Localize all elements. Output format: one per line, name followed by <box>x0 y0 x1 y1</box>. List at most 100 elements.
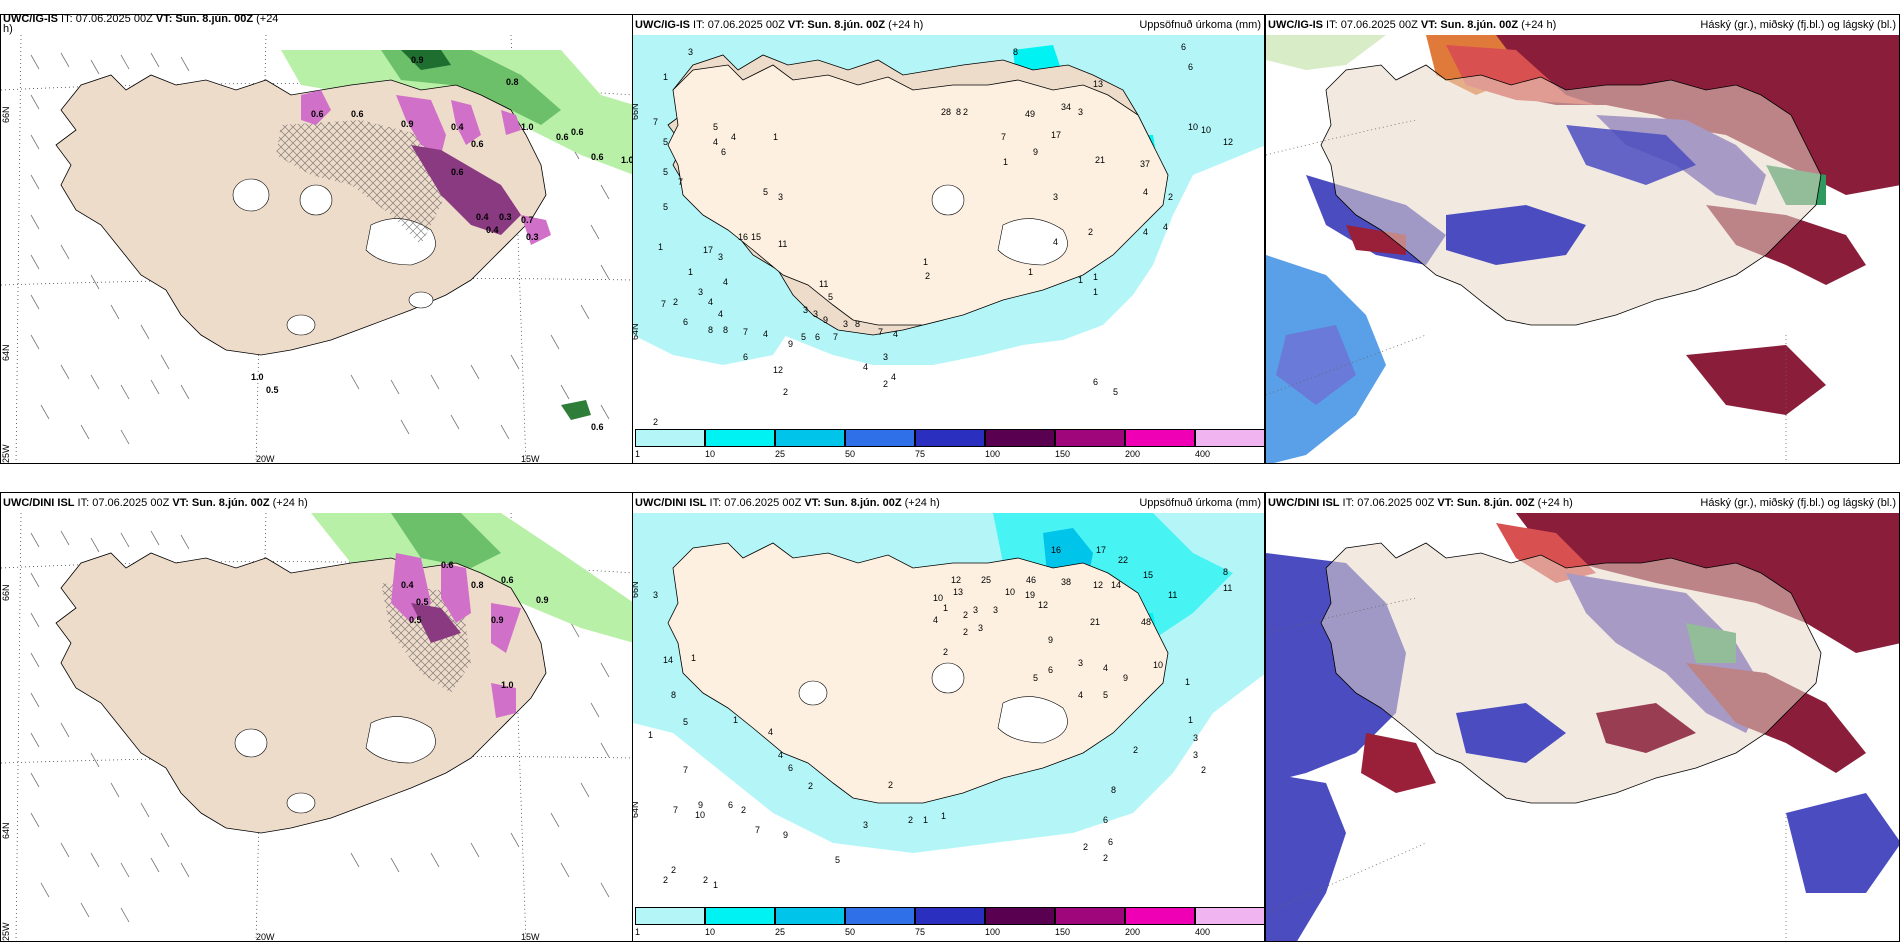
svg-text:2: 2 <box>943 647 948 657</box>
svg-text:66N: 66N <box>1 584 11 601</box>
lead-time-wrap: h) <box>3 23 13 35</box>
svg-text:1.0: 1.0 <box>251 372 264 382</box>
legend-tick-label: 1 <box>635 449 641 459</box>
svg-text:1.0: 1.0 <box>621 155 633 165</box>
svg-text:38: 38 <box>1061 577 1071 587</box>
svg-text:19: 19 <box>1025 590 1035 600</box>
svg-text:0.6: 0.6 <box>441 560 454 570</box>
svg-text:46: 46 <box>1026 575 1036 585</box>
svg-text:1.0: 1.0 <box>521 122 534 132</box>
svg-text:7: 7 <box>683 765 688 775</box>
svg-text:3: 3 <box>718 252 723 262</box>
svg-text:2: 2 <box>963 107 968 117</box>
valid-time: VT: Sun. 8.jún. 00Z <box>804 497 902 509</box>
svg-text:1: 1 <box>1003 157 1008 167</box>
svg-text:2: 2 <box>741 805 746 815</box>
svg-text:25W: 25W <box>1 922 11 941</box>
svg-text:9: 9 <box>823 315 828 325</box>
svg-text:3: 3 <box>1053 192 1058 202</box>
svg-text:4: 4 <box>1143 227 1148 237</box>
legend-swatch <box>1055 429 1125 447</box>
panel-variable: Uppsöfnuð úrkoma (mm) <box>1139 497 1261 509</box>
valid-time: VT: Sun. 8.jún. 00Z <box>172 497 270 509</box>
map-canvas: 0.90.80.6 0.60.9 0.4 0.60.60.6 0.60.60.4 … <box>1 35 633 464</box>
svg-text:1: 1 <box>1185 677 1190 687</box>
legend-swatch <box>1195 907 1264 925</box>
lead-time: (+24 h) <box>1518 19 1557 31</box>
lead-time: (+24 h) <box>901 497 940 509</box>
svg-text:17: 17 <box>1096 545 1106 555</box>
svg-text:7: 7 <box>673 805 678 815</box>
svg-text:2: 2 <box>808 781 813 791</box>
svg-text:21: 21 <box>1095 155 1105 165</box>
svg-text:2: 2 <box>883 379 888 389</box>
svg-text:3: 3 <box>993 605 998 615</box>
svg-text:11: 11 <box>1168 590 1177 600</box>
svg-text:5: 5 <box>835 855 840 865</box>
svg-text:0.8: 0.8 <box>471 580 484 590</box>
svg-text:1: 1 <box>941 811 946 821</box>
precip-legend: 1 10 25 50 75 100 150 200 400 <box>633 429 1264 463</box>
panel-cloud-layers-ig: UWC/IG-IS IT: 07.06.2025 00Z VT: Sun. 8.… <box>1265 14 1900 464</box>
svg-text:48: 48 <box>1141 617 1151 627</box>
svg-text:5: 5 <box>1103 690 1108 700</box>
panel-precip-ig: UWC/IG-IS IT: 07.06.2025 00Z VT: Sun. 8.… <box>632 14 1265 464</box>
lon-label-20: 20W <box>256 454 275 464</box>
svg-text:12: 12 <box>951 575 961 585</box>
svg-text:0.5: 0.5 <box>266 385 279 395</box>
legend-tick-label: 400 <box>1195 449 1211 459</box>
svg-text:3: 3 <box>973 605 978 615</box>
svg-text:13: 13 <box>953 587 963 597</box>
svg-text:1: 1 <box>923 257 928 267</box>
legend-swatch <box>705 429 775 447</box>
svg-text:14: 14 <box>663 655 673 665</box>
svg-text:66N: 66N <box>633 581 640 598</box>
svg-text:9: 9 <box>783 830 788 840</box>
legend-tick-label: 25 <box>775 449 786 459</box>
legend-swatch <box>845 429 915 447</box>
svg-text:10: 10 <box>933 593 943 603</box>
svg-text:2: 2 <box>888 780 893 790</box>
svg-text:2: 2 <box>1133 745 1138 755</box>
svg-text:1: 1 <box>648 730 653 740</box>
svg-text:10: 10 <box>1005 587 1015 597</box>
svg-text:17: 17 <box>1051 130 1061 140</box>
legend-tick-label: 200 <box>1125 449 1141 459</box>
lead-time: (+24 <box>253 14 279 25</box>
panel-variable: Háský (gr.), miðský (fj.bl.) og lágský (… <box>1700 19 1896 31</box>
svg-text:0.5: 0.5 <box>416 597 429 607</box>
legend-tick-label: 100 <box>985 449 1001 459</box>
svg-text:0.4: 0.4 <box>486 225 499 235</box>
svg-text:11: 11 <box>1223 583 1232 593</box>
init-time: IT: 07.06.2025 00Z <box>706 497 805 509</box>
model-name: UWC/IG-IS <box>3 14 58 25</box>
legend-tick-label: 150 <box>1055 927 1071 937</box>
svg-text:4: 4 <box>763 329 768 339</box>
model-name: UWC/IG-IS <box>1268 19 1323 31</box>
svg-text:0.4: 0.4 <box>476 212 489 222</box>
legend-swatch <box>915 429 985 447</box>
legend-swatch <box>1125 907 1195 925</box>
svg-text:1: 1 <box>1188 715 1193 725</box>
svg-text:6: 6 <box>1181 42 1186 52</box>
svg-text:1: 1 <box>688 267 693 277</box>
legend-swatch <box>775 429 845 447</box>
svg-text:8: 8 <box>1223 567 1228 577</box>
svg-text:7: 7 <box>661 299 666 309</box>
svg-text:4: 4 <box>768 727 773 737</box>
svg-text:28: 28 <box>941 107 951 117</box>
svg-text:5: 5 <box>1033 673 1038 683</box>
svg-text:6: 6 <box>1048 665 1053 675</box>
svg-text:1: 1 <box>658 242 663 252</box>
svg-text:2: 2 <box>963 610 968 620</box>
svg-text:4: 4 <box>1078 690 1083 700</box>
svg-text:66N: 66N <box>633 103 640 120</box>
panel-header: UWC/DINI ISL IT: 07.06.2025 00Z VT: Sun.… <box>1266 493 1899 513</box>
svg-text:10: 10 <box>1153 660 1163 670</box>
svg-text:0.9: 0.9 <box>411 55 424 65</box>
model-name: UWC/DINI ISL <box>635 497 707 509</box>
svg-text:8: 8 <box>671 690 676 700</box>
svg-text:0.6: 0.6 <box>556 132 569 142</box>
